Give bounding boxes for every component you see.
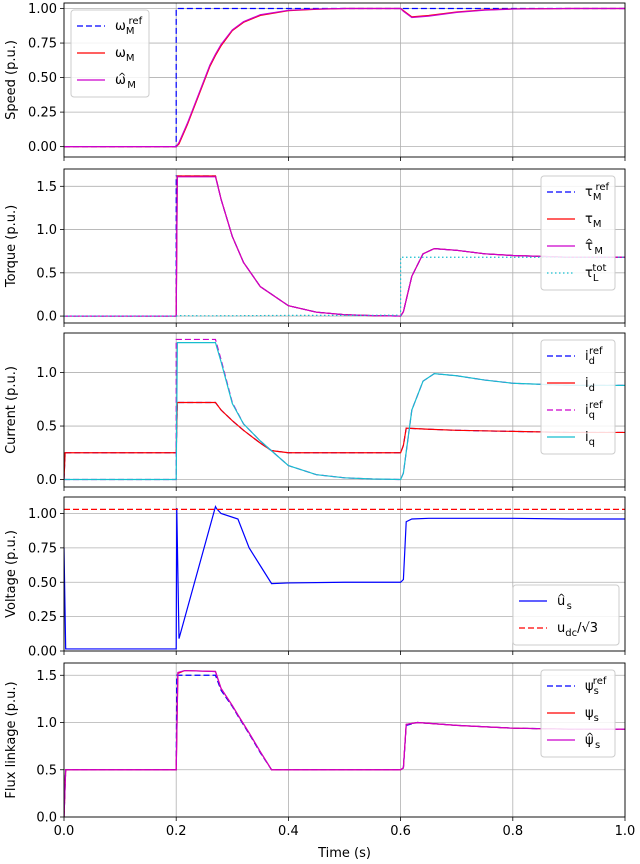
legend-entry: ψ^​s​ <box>585 732 600 751</box>
legend: τMref​ τM​ τ^​M​ τLtot​ <box>540 175 616 291</box>
legend-box <box>70 9 150 98</box>
legend-entry: τMref​ <box>585 182 610 203</box>
y-tick-label: 1.0 <box>36 223 57 238</box>
x-tick-label: 1.0 <box>615 824 636 839</box>
series-line-4 <box>64 342 625 481</box>
x-tick-label: 0.4 <box>278 824 299 839</box>
y-tick-label: 0.75 <box>28 541 57 556</box>
y-tick-label: 1.5 <box>36 669 57 684</box>
y-axis-label: Torque (p.u.) <box>4 205 19 288</box>
legend-entry: ψs​ <box>585 706 599 724</box>
legend-entry: τLtot​ <box>585 263 606 284</box>
legend-entry: id​ <box>585 376 595 394</box>
legend-box <box>540 175 616 291</box>
y-tick-label: 1.0 <box>36 716 57 731</box>
y-tick-label: 1.0 <box>36 366 57 381</box>
legend-entry: τM​ <box>585 212 601 230</box>
series-line-4 <box>64 256 625 317</box>
y-tick-label: 0.75 <box>28 37 57 52</box>
y-tick-label: 0.25 <box>28 610 57 625</box>
y-axis-label: Voltage (p.u.) <box>4 530 19 618</box>
axes-frame <box>63 496 626 652</box>
y-tick-label: 1.00 <box>28 2 57 17</box>
series-line-3 <box>64 7 625 148</box>
axes-frame <box>63 2 626 158</box>
axes-frame <box>63 662 626 818</box>
legend: idref​ id​ iqref​ iq​ <box>540 339 616 455</box>
y-axis-label: Flux linkage (p.u.) <box>4 681 19 798</box>
y-tick-label: 0.5 <box>36 763 57 778</box>
y-tick-label: 0.00 <box>28 140 57 155</box>
series-line-3 <box>64 176 625 317</box>
legend: ψsref​ ψs​ ψ^​s​ <box>540 669 616 758</box>
x-axis-label: Time (s) <box>317 846 371 861</box>
legend-entry: iq​ <box>585 430 595 448</box>
legend-box <box>540 669 616 758</box>
y-tick-label: 0.5 <box>36 266 57 281</box>
x-tick-label: 0.2 <box>166 824 187 839</box>
y-tick-label: 0.00 <box>28 645 57 660</box>
y-tick-label: 0.0 <box>36 473 57 488</box>
x-tick-label: 0.8 <box>502 824 523 839</box>
legend-entry: idref​ <box>585 346 603 367</box>
legend-box <box>512 584 620 646</box>
legend: ωMref​ ωM​ ω^​M​ <box>70 9 150 98</box>
legend-entry: ωMref​ <box>115 16 143 37</box>
legend-entry: τ^​M​ <box>585 238 603 257</box>
legend-entry: ψsref​ <box>585 676 607 697</box>
x-tick-label: 0.0 <box>54 824 75 839</box>
series-line-3 <box>64 669 625 817</box>
y-tick-label: 1.00 <box>28 507 57 522</box>
y-tick-label: 0.50 <box>28 576 57 591</box>
panel-3: 0.0 0.5 1.0 Current (p.u.) idref​ id​ iqref​ iq… <box>4 332 626 491</box>
legend-entry: u^​s​ <box>557 593 572 612</box>
axes-frame <box>63 168 626 324</box>
panel-5: 0.0 0.5 1.0 1.5 Flux linkage (p.u.) 0.0 0.2 0.4… <box>4 662 636 861</box>
legend: u^​s​ udc​/√3 <box>512 584 620 646</box>
series-line-2 <box>64 401 625 480</box>
y-axis-label: Current (p.u.) <box>4 366 19 454</box>
y-tick-label: 1.5 <box>36 180 57 195</box>
legend-entry: ω^​M​ <box>115 72 136 91</box>
series-line-1 <box>64 505 625 650</box>
y-tick-label: 0.0 <box>36 811 57 826</box>
x-tick-label: 0.6 <box>390 824 411 839</box>
legend-entry: ωM​ <box>115 46 135 64</box>
legend-entry: udc​/√3 <box>557 621 598 639</box>
y-tick-label: 0.25 <box>28 106 57 121</box>
legend-box <box>540 339 616 455</box>
y-tick-label: 0.50 <box>28 71 57 86</box>
legend-entry: iqref​ <box>585 400 603 421</box>
y-tick-label: 0.5 <box>36 420 57 435</box>
axes-frame <box>63 332 626 488</box>
y-axis-label: Speed (p.u.) <box>4 40 19 120</box>
y-tick-label: 0.0 <box>36 310 57 325</box>
